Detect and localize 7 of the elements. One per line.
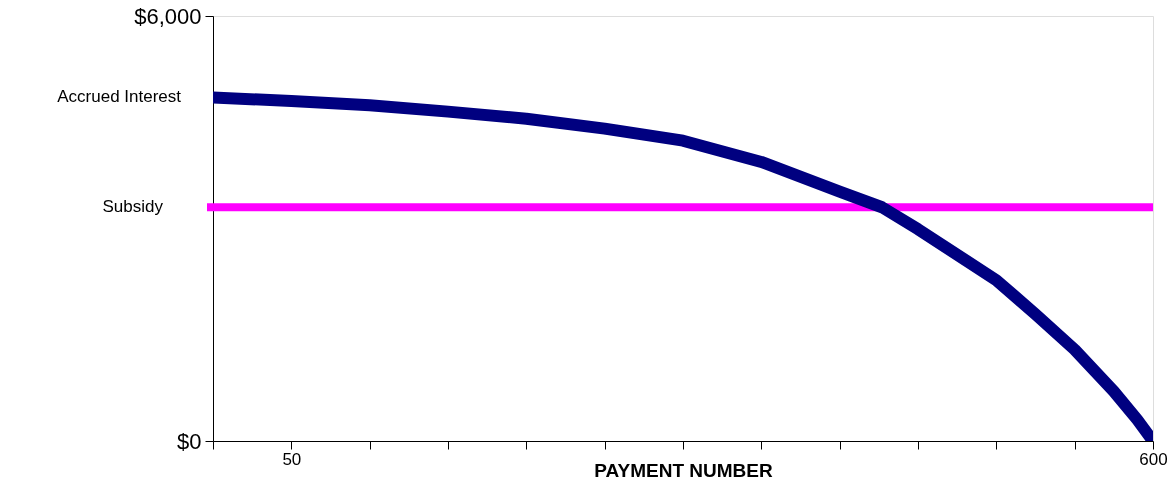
x-tick-label: 50 — [282, 449, 302, 469]
ref-line-label: Subsidy — [102, 197, 164, 217]
x-tick-label: 600 — [1139, 449, 1168, 469]
x-axis-title: PAYMENT NUMBER — [594, 459, 773, 481]
y-tick-label: $0 — [177, 428, 202, 454]
y-tick-label: $6,000 — [134, 3, 202, 29]
series-label: Accrued Interest — [57, 87, 182, 107]
